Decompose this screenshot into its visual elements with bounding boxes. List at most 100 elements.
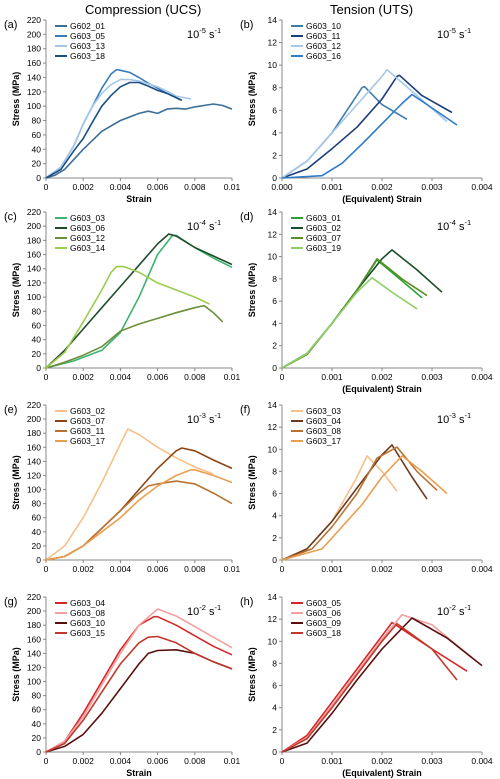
y-tick-label: 4 [272,511,277,521]
y-tick-label: 200 [27,414,41,424]
legend-entry: G603_10 [70,618,105,628]
x-tick-label: 0.008 [184,182,206,192]
y-tick-label: 4 [272,128,277,138]
y-tick-label: 120 [27,662,41,672]
y-tick-label: 4 [272,703,277,713]
y-axis-label: Stress (MPa) [247,455,257,510]
y-tick-label: 0 [272,747,277,757]
y-tick-label: 2 [272,341,277,351]
x-axis-label: Strain [126,768,152,778]
x-tick-label: 0.004 [471,372,493,382]
series-line-1 [45,615,233,753]
legend-entry: G603_09 [306,618,341,628]
y-tick-label: 180 [27,428,41,438]
y-tick-label: 80 [32,499,42,509]
x-tick-label: 0.001 [321,182,343,192]
series-line-4 [281,455,448,561]
y-tick-label: 120 [27,87,41,97]
series-line-4 [281,276,418,369]
y-tick-label: 180 [27,620,41,630]
x-tick-label: 0.01 [224,564,241,574]
y-tick-label: 2 [272,725,277,735]
series-line-1 [281,259,423,369]
legend-entry: G603_14 [70,243,105,253]
series-line-2 [45,447,233,561]
legend-entry: G603_07 [70,416,105,426]
x-tick-label: 0.002 [371,564,393,574]
series-line-2 [281,613,473,753]
x-tick-label: 0.004 [110,182,132,192]
x-tick-label: 0.003 [421,756,443,766]
y-tick-label: 160 [27,442,41,452]
x-tick-label: 0.006 [147,564,169,574]
y-tick-label: 8 [272,658,277,668]
legend-entry: G603_06 [70,223,105,233]
series-line-3 [45,78,192,179]
panel-label: (b) [240,19,253,31]
y-tick-label: 200 [27,29,41,39]
series-line-2 [45,608,233,753]
series-line-2 [281,444,428,561]
x-tick-label: 0.001 [321,564,343,574]
x-tick-label: 0.004 [471,756,493,766]
y-tick-label: 10 [268,444,278,454]
y-axis-label: Stress (MPa) [11,455,21,510]
x-tick-label: 0.002 [371,182,393,192]
y-tick-label: 20 [32,159,42,169]
y-tick-label: 160 [27,634,41,644]
legend-entry: G603_17 [306,436,341,446]
y-tick-label: 60 [32,130,42,140]
y-tick-label: 6 [272,105,277,115]
y-tick-label: 40 [32,335,42,345]
x-axis-label: (Equivalent) Strain [342,194,422,204]
legend-entry: G603_04 [306,416,341,426]
legend-entry: G603_18 [306,628,341,638]
x-tick-label: 0.003 [421,372,443,382]
y-tick-label: 20 [32,541,42,551]
series-line-1 [45,103,233,179]
strain-rate-label: 10-2 s-1 [437,603,471,618]
y-tick-label: 8 [272,83,277,93]
y-tick-label: 0 [36,747,41,757]
y-tick-label: 60 [32,320,42,330]
series-line-4 [281,93,458,179]
y-tick-label: 60 [32,705,42,715]
legend-entry: G603_01 [306,213,341,223]
panel-label: (d) [240,211,253,223]
x-tick-label: 0 [280,372,285,382]
legend-entry: G603_18 [70,51,105,61]
x-tick-label: 0.003 [421,564,443,574]
series-line-2 [45,233,233,369]
y-tick-label: 0 [272,363,277,373]
legend-entry: G603_05 [306,598,341,608]
y-axis-label: Stress (MPa) [247,72,257,127]
x-tick-label: 0.004 [471,564,493,574]
series-line-3 [45,648,233,753]
x-tick-label: 0 [44,372,49,382]
legend-entry: G603_04 [70,598,105,608]
legend-entry: G603_15 [70,628,105,638]
legend-entry: G603_11 [70,426,105,436]
y-tick-label: 160 [27,250,41,260]
series-line-3 [45,304,224,369]
x-tick-label: 0 [44,182,49,192]
series-line-4 [281,622,458,753]
series-line-1 [281,621,468,753]
legend-entry: G603_02 [306,223,341,233]
series-line-4 [45,265,211,369]
y-tick-label: 0 [36,173,41,183]
x-tick-label: 0.004 [471,182,493,192]
legend-entry: G603_10 [306,21,341,31]
strain-rate-label: 10-4 s-1 [187,218,221,233]
y-tick-label: 100 [27,292,41,302]
legend-entry: G603_03 [70,213,105,223]
y-tick-label: 14 [268,592,278,602]
x-tick-label: 0 [44,564,49,574]
y-tick-label: 80 [32,691,42,701]
panel-label: (c) [4,211,17,223]
strain-rate-label: 10-4 s-1 [437,218,471,233]
y-tick-label: 160 [27,58,41,68]
y-tick-label: 12 [268,38,278,48]
y-tick-label: 120 [27,470,41,480]
